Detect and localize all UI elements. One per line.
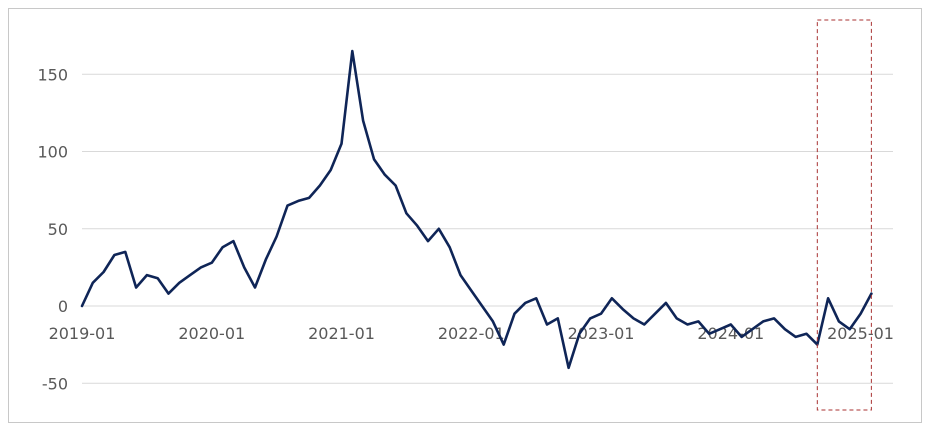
y-tick-label: 50 — [48, 220, 68, 239]
series-layer — [80, 49, 873, 370]
gridlines — [82, 73, 893, 384]
y-tick-label: 150 — [37, 65, 68, 84]
chart-frame — [8, 8, 922, 423]
y-tick-label: 0 — [58, 297, 68, 316]
y-tick-label: -50 — [42, 374, 68, 393]
x-tick-label: 2025-01 — [827, 324, 894, 343]
x-tick-label: 2020-01 — [178, 324, 245, 343]
y-axis-ticks: -50 0 50 100 150 — [37, 65, 68, 393]
x-tick-label: 2019-01 — [49, 324, 116, 343]
series-line — [80, 49, 873, 370]
x-tick-label: 2021-01 — [308, 324, 375, 343]
x-axis-ticks: 2019-01 2020-01 2021-01 2022-01 2023-01 2024-… — [49, 324, 894, 343]
x-tick-label: 2022-01 — [438, 324, 505, 343]
highlight-box — [816, 19, 872, 411]
y-tick-label: 100 — [37, 143, 68, 162]
x-tick-label: 2024-01 — [697, 324, 764, 343]
